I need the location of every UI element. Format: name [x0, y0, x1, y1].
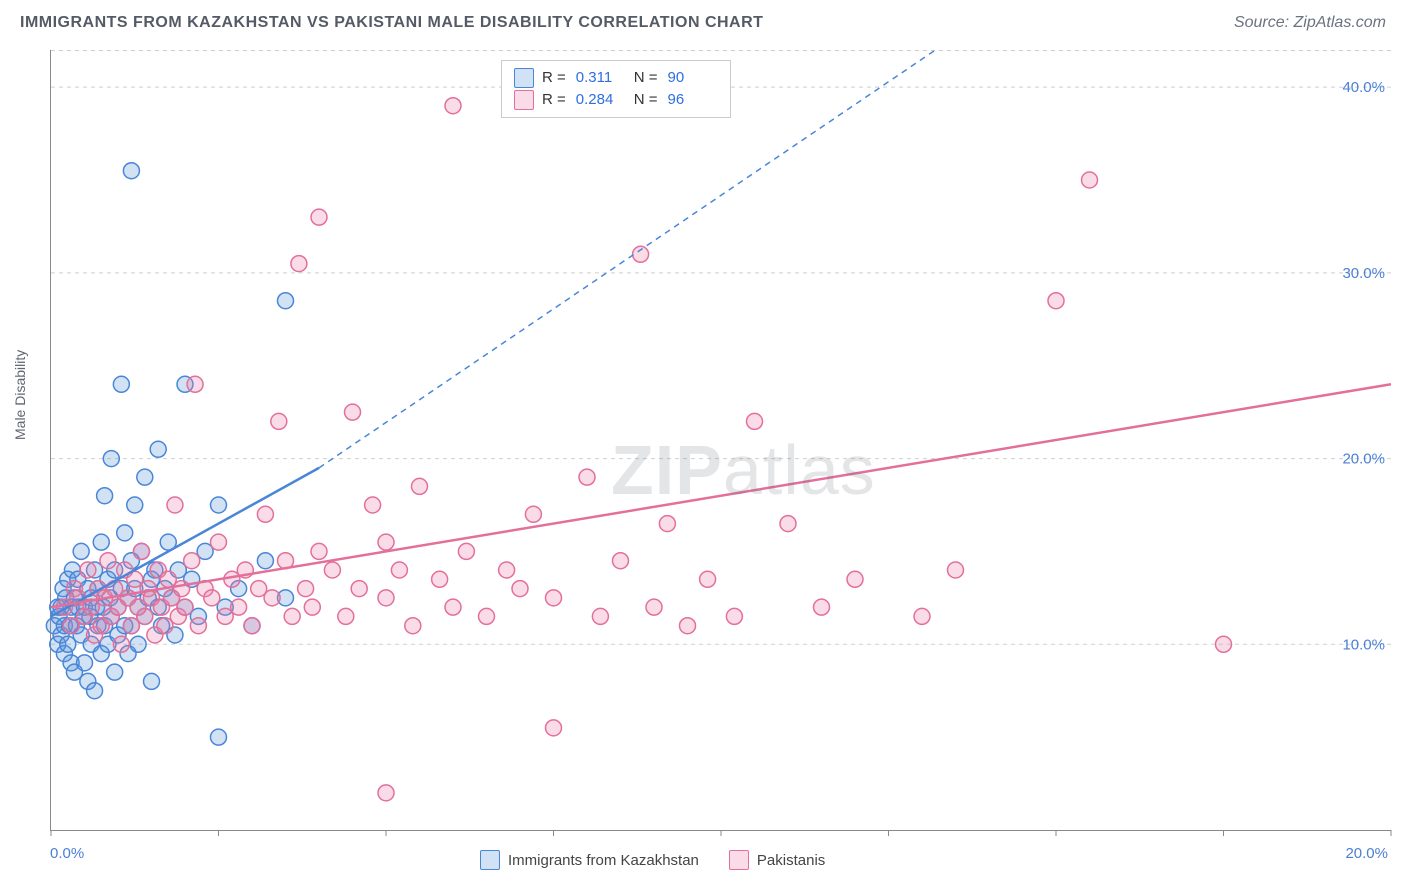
legend-series-swatch-1	[729, 850, 749, 870]
legend-n-value-1: 96	[668, 89, 718, 111]
svg-text:20.0%: 20.0%	[1342, 451, 1385, 468]
legend-r-label-1: R =	[542, 89, 566, 111]
x-tick-max: 20.0%	[1345, 845, 1388, 862]
source-label: Source: ZipAtlas.com	[1234, 14, 1386, 32]
legend-series: Immigrants from Kazakhstan Pakistanis	[480, 850, 825, 870]
svg-text:30.0%: 30.0%	[1342, 265, 1385, 282]
legend-stats-row-1: R = 0.284 N = 96	[514, 89, 718, 111]
plot-area: 10.0% 20.0% 30.0% 40.0% R = 0.311 N = 90 R …	[50, 50, 1391, 831]
chart-title: IMMIGRANTS FROM KAZAKHSTAN VS PAKISTANI …	[20, 14, 763, 31]
legend-swatch-0	[514, 68, 534, 88]
legend-series-item-1: Pakistanis	[729, 850, 825, 870]
legend-series-label-1: Pakistanis	[757, 852, 825, 869]
legend-n-value-0: 90	[668, 67, 718, 89]
legend-series-swatch-0	[480, 850, 500, 870]
legend-swatch-1	[514, 90, 534, 110]
legend-n-label-1: N =	[634, 89, 658, 111]
legend-stats: R = 0.311 N = 90 R = 0.284 N = 96	[501, 60, 731, 118]
svg-text:10.0%: 10.0%	[1342, 636, 1385, 653]
legend-stats-row-0: R = 0.311 N = 90	[514, 67, 718, 89]
y-axis-label: Male Disability	[12, 350, 28, 440]
legend-series-label-0: Immigrants from Kazakhstan	[508, 852, 699, 869]
legend-r-value-0: 0.311	[576, 67, 626, 89]
legend-n-label-0: N =	[634, 67, 658, 89]
legend-r-label-0: R =	[542, 67, 566, 89]
legend-r-value-1: 0.284	[576, 89, 626, 111]
x-tick-min: 0.0%	[50, 845, 84, 862]
svg-text:40.0%: 40.0%	[1342, 79, 1385, 96]
legend-series-item-0: Immigrants from Kazakhstan	[480, 850, 699, 870]
chart-svg: 10.0% 20.0% 30.0% 40.0%	[51, 50, 1391, 830]
